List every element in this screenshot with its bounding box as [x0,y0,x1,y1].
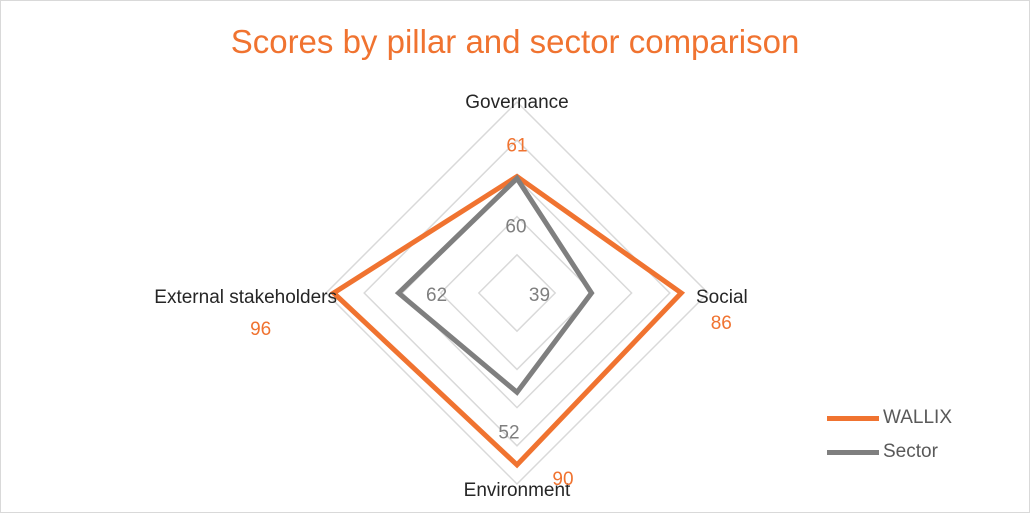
category-label-social: Social [696,287,748,308]
data-label-sector-2: 52 [498,422,519,443]
legend-item-sector: Sector [827,435,952,469]
grid-ring [439,215,595,371]
grid-ring [477,253,557,333]
data-label-sector-0: 60 [505,216,526,237]
data-label-sector-1: 39 [529,285,550,306]
legend-label-sector: Sector [883,441,938,462]
legend-swatch-wallix [827,415,879,421]
series-line-sector [394,174,595,396]
legend-label-wallix: WALLIX [883,407,952,428]
data-label-wallix-3: 96 [250,319,271,340]
legend-swatch-sector [827,449,879,455]
data-label-wallix-0: 61 [506,135,527,156]
data-label-wallix-1: 86 [711,313,732,334]
category-label-governance: Governance [465,92,569,113]
grid-ring [324,100,710,486]
chart-title: Scores by pillar and sector comparison [230,23,800,60]
legend: WALLIX Sector [827,401,952,469]
grid-ring [363,139,671,447]
radar-series [329,173,686,469]
series-line-wallix [329,173,686,469]
data-label-wallix-2: 90 [552,469,573,490]
legend-item-wallix: WALLIX [827,401,952,435]
radar-labels: Governance Social Environment External stak… [154,92,747,501]
category-label-environment: Environment [464,480,571,501]
category-label-external-stakeholders: External stakeholders [154,287,337,308]
data-label-sector-3: 62 [426,285,447,306]
